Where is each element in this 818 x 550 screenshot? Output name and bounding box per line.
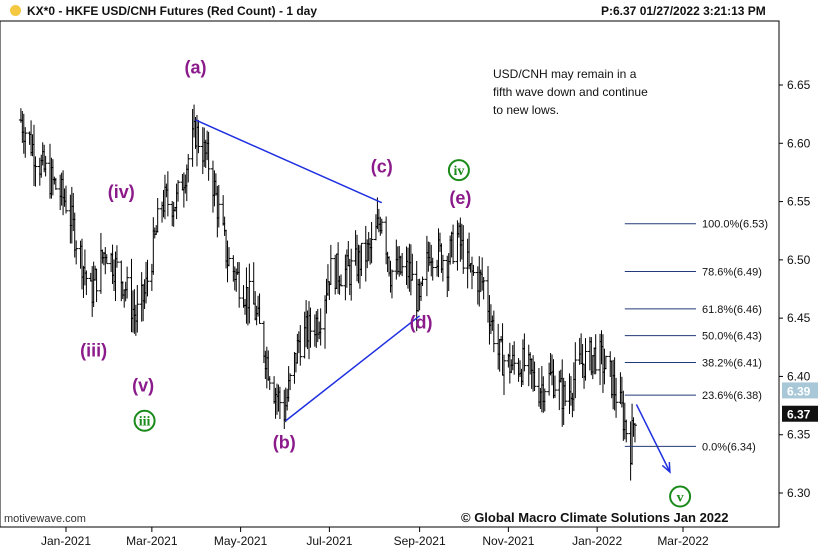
y-tick-label: 6.30 bbox=[787, 486, 811, 500]
x-tick-label: May-2021 bbox=[214, 534, 268, 548]
note-line: to new lows. bbox=[493, 103, 560, 117]
arrow-head-icon bbox=[661, 461, 671, 474]
wave-labels: (a) (c) iv (e) (iv) (iii) (v) iii (b) (d) v bbox=[80, 57, 692, 508]
wave-label: (e) bbox=[449, 188, 471, 208]
x-tick-label: Mar-2021 bbox=[126, 534, 178, 548]
copyright-label: © Global Macro Climate Solutions Jan 202… bbox=[461, 510, 729, 525]
y-tick-label: 6.65 bbox=[787, 78, 811, 92]
fib-level-label: 61.8%(6.46) bbox=[702, 304, 762, 316]
axes: 6.30 6.35 6.40 6.45 6.50 6.55 6.60 6.65 Jan-2021… bbox=[0, 20, 818, 548]
fib-level-label: 0.0%(6.34) bbox=[702, 441, 756, 453]
wave-label: (iv) bbox=[108, 182, 135, 202]
price-tag-label: 6.37 bbox=[787, 408, 811, 422]
plot-frame bbox=[0, 20, 780, 528]
y-tick-label: 6.35 bbox=[787, 428, 811, 442]
trendline bbox=[195, 119, 383, 204]
x-tick-label: Jul-2021 bbox=[306, 534, 352, 548]
projection-arrow bbox=[635, 404, 671, 473]
wave-label: v bbox=[677, 490, 684, 505]
wave-circle-icon bbox=[669, 485, 692, 508]
wave-label: (c) bbox=[371, 156, 393, 176]
fib-level-label: 50.0%(6.43) bbox=[702, 331, 762, 343]
fib-level-label: 38.2%(6.41) bbox=[702, 357, 762, 369]
y-tick-label: 6.60 bbox=[787, 136, 811, 150]
price-tag-label: 6.39 bbox=[787, 384, 811, 398]
wave-label: (iii) bbox=[80, 341, 107, 361]
wave-label: (b) bbox=[273, 433, 296, 453]
x-tick-label: Jan-2022 bbox=[572, 534, 622, 548]
note-line: USD/CNH may remain in a bbox=[493, 67, 637, 81]
wave-label: (d) bbox=[410, 313, 433, 333]
wave-label: (v) bbox=[132, 376, 154, 396]
status-dot-icon bbox=[10, 5, 21, 16]
chart-title: KX*0 - HKFE USD/CNH Futures (Red Count) … bbox=[10, 4, 317, 18]
y-tick-label: 6.50 bbox=[787, 253, 811, 267]
fibonacci-retracement: 100.0%(6.53) 78.6%(6.49) 61.8%(6.46) 50.0%(… bbox=[624, 219, 768, 453]
wave-circle-icon bbox=[447, 159, 470, 182]
brand-label: motivewave.com bbox=[4, 513, 86, 525]
note-line: fifth wave down and continue bbox=[493, 85, 648, 99]
fib-level-label: 23.6%(6.38) bbox=[702, 390, 762, 402]
x-tick-label: Jan-2021 bbox=[41, 534, 91, 548]
y-tick-label: 6.55 bbox=[787, 195, 811, 209]
x-tick-label: Sep-2021 bbox=[394, 534, 446, 548]
ohlc-bars bbox=[18, 104, 637, 481]
trendlines bbox=[195, 119, 671, 474]
wave-label: iii bbox=[139, 415, 151, 430]
price-tag bbox=[782, 382, 818, 399]
wave-label: iv bbox=[453, 164, 464, 179]
y-tick-label: 6.40 bbox=[787, 369, 811, 383]
trendline bbox=[285, 315, 421, 422]
annotation-note: USD/CNH may remain in a fifth wave down … bbox=[493, 65, 703, 119]
price-tag bbox=[782, 405, 818, 422]
wave-circle-icon bbox=[133, 409, 156, 432]
x-tick-label: Nov-2021 bbox=[482, 534, 534, 548]
x-tick-label: Mar-2022 bbox=[657, 534, 709, 548]
price-status: P:6.37 01/27/2022 3:21:13 PM bbox=[601, 4, 766, 18]
y-tick-label: 6.45 bbox=[787, 311, 811, 325]
fib-level-label: 100.0%(6.53) bbox=[702, 219, 768, 231]
fib-level-label: 78.6%(6.49) bbox=[702, 267, 762, 279]
wave-label: (a) bbox=[185, 57, 207, 77]
